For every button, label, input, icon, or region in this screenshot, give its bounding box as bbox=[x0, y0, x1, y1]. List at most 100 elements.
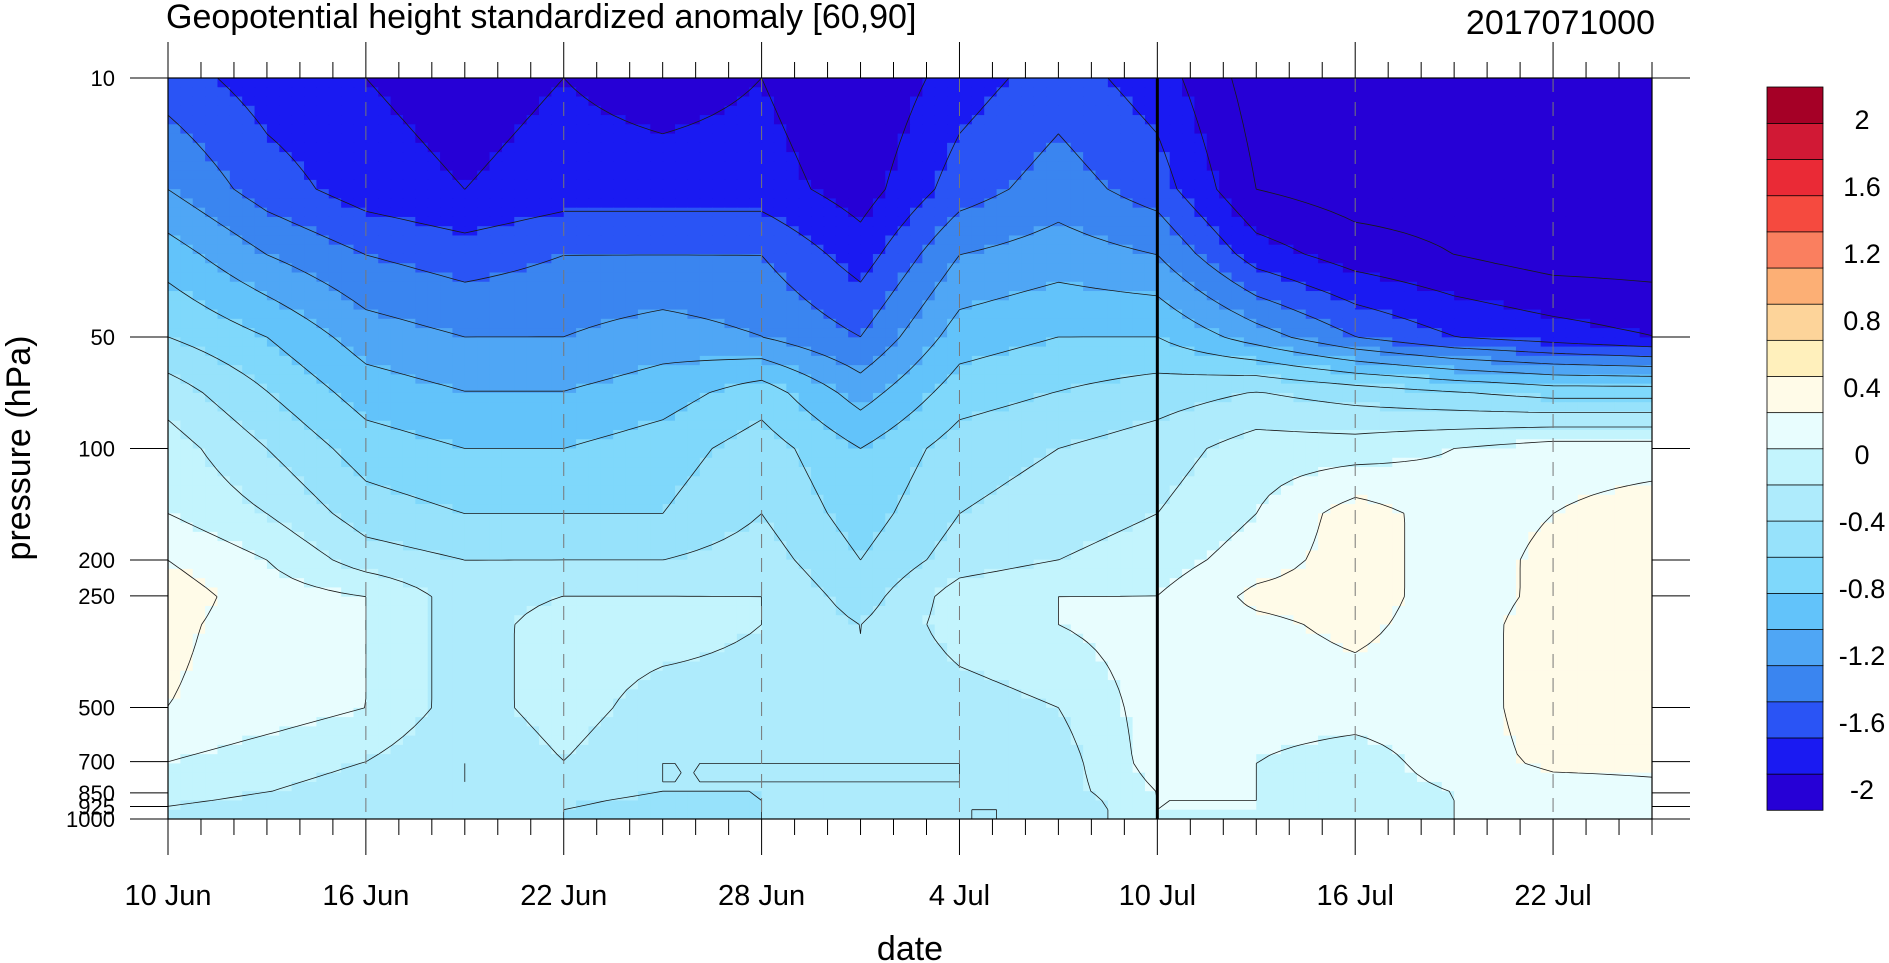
field-cell bbox=[1194, 253, 1208, 264]
field-cell bbox=[353, 337, 367, 348]
field-cell bbox=[897, 170, 911, 181]
field-cell bbox=[1429, 142, 1443, 153]
field-cell bbox=[699, 346, 713, 357]
field-cell bbox=[1614, 365, 1628, 375]
field-cell bbox=[996, 411, 1010, 422]
field-cell bbox=[304, 429, 317, 440]
field-cell bbox=[1614, 198, 1628, 209]
field-cell bbox=[1404, 105, 1418, 116]
field-cell bbox=[1540, 328, 1554, 338]
field-cell bbox=[477, 244, 491, 255]
field-cell bbox=[1639, 170, 1652, 181]
field-cell bbox=[1243, 365, 1257, 375]
field-cell bbox=[526, 392, 540, 403]
field-cell bbox=[514, 448, 528, 459]
field-cell bbox=[1144, 115, 1158, 125]
field-cell bbox=[1553, 392, 1567, 403]
field-cell bbox=[823, 300, 837, 311]
field-cell bbox=[1046, 420, 1059, 431]
field-cell bbox=[1590, 300, 1604, 311]
field-cell bbox=[749, 402, 763, 413]
field-cell bbox=[662, 235, 676, 246]
field-cell bbox=[1355, 115, 1369, 125]
field-cell bbox=[934, 115, 948, 125]
field-cell bbox=[872, 216, 886, 227]
field-cell bbox=[402, 216, 416, 227]
field-cell bbox=[860, 411, 874, 422]
field-cell bbox=[872, 189, 886, 200]
field-cell bbox=[365, 457, 379, 468]
field-cell bbox=[304, 105, 317, 116]
field-cell bbox=[402, 365, 416, 375]
field-cell bbox=[835, 291, 849, 301]
field-cell bbox=[291, 337, 305, 348]
field-cell bbox=[1602, 281, 1616, 292]
field-cell bbox=[291, 328, 305, 338]
field-cell bbox=[526, 374, 540, 385]
field-cell bbox=[996, 374, 1010, 385]
field-cell bbox=[1206, 179, 1220, 190]
field-cell bbox=[675, 420, 688, 431]
field-cell bbox=[1478, 142, 1492, 153]
field-cell bbox=[1231, 365, 1245, 375]
field-cell bbox=[452, 124, 466, 135]
field-cell bbox=[576, 420, 590, 431]
field-cell bbox=[1478, 346, 1492, 357]
field-cell bbox=[823, 318, 837, 329]
field-cell bbox=[1107, 189, 1121, 200]
field-cell bbox=[724, 124, 738, 135]
field-cell bbox=[786, 235, 800, 246]
field-cell bbox=[662, 152, 676, 162]
field-cell bbox=[415, 105, 429, 116]
field-cell bbox=[514, 318, 528, 329]
field-cell bbox=[1367, 170, 1381, 181]
field-cell bbox=[1367, 96, 1381, 107]
field-cell bbox=[440, 263, 454, 274]
field-cell bbox=[1367, 291, 1381, 301]
field-cell bbox=[934, 420, 948, 431]
field-cell bbox=[1169, 448, 1183, 459]
field-cell bbox=[1429, 235, 1443, 246]
field-cell bbox=[1392, 346, 1406, 357]
field-cell bbox=[1404, 161, 1418, 172]
field-cell bbox=[1293, 253, 1307, 264]
field-cell bbox=[872, 346, 886, 357]
field-cell bbox=[1602, 411, 1616, 422]
field-cell bbox=[1144, 383, 1158, 394]
field-cell bbox=[1540, 152, 1554, 162]
field-cell bbox=[1046, 429, 1059, 440]
field-cell bbox=[637, 263, 651, 274]
field-cell bbox=[724, 291, 738, 301]
field-cell bbox=[1169, 253, 1183, 264]
field-cell bbox=[242, 263, 256, 274]
field-cell bbox=[279, 244, 293, 255]
field-cell bbox=[934, 216, 948, 227]
field-cell bbox=[1281, 105, 1294, 116]
field-cell bbox=[798, 161, 812, 172]
field-cell bbox=[180, 216, 194, 227]
field-cell bbox=[1404, 374, 1418, 385]
field-cell bbox=[712, 189, 726, 200]
field-cell bbox=[1083, 124, 1097, 135]
field-cell bbox=[1342, 161, 1356, 172]
field-cell bbox=[811, 216, 825, 227]
field-cell bbox=[316, 253, 330, 264]
field-cell bbox=[353, 272, 367, 283]
field-cell bbox=[811, 374, 825, 385]
field-cell bbox=[1144, 429, 1158, 440]
field-cell bbox=[576, 272, 590, 283]
field-cell bbox=[440, 337, 454, 348]
field-cell bbox=[539, 411, 552, 422]
field-cell bbox=[1342, 300, 1356, 311]
field-cell bbox=[1046, 448, 1059, 459]
field-cell bbox=[1157, 263, 1171, 274]
field-cell bbox=[786, 346, 800, 357]
field-cell bbox=[934, 439, 948, 450]
field-cell bbox=[1120, 189, 1134, 200]
field-cell bbox=[242, 87, 256, 98]
field-cell bbox=[675, 281, 688, 292]
field-cell bbox=[229, 420, 243, 431]
field-cell bbox=[897, 402, 911, 413]
field-cell bbox=[464, 272, 478, 283]
field-cell bbox=[464, 374, 478, 385]
